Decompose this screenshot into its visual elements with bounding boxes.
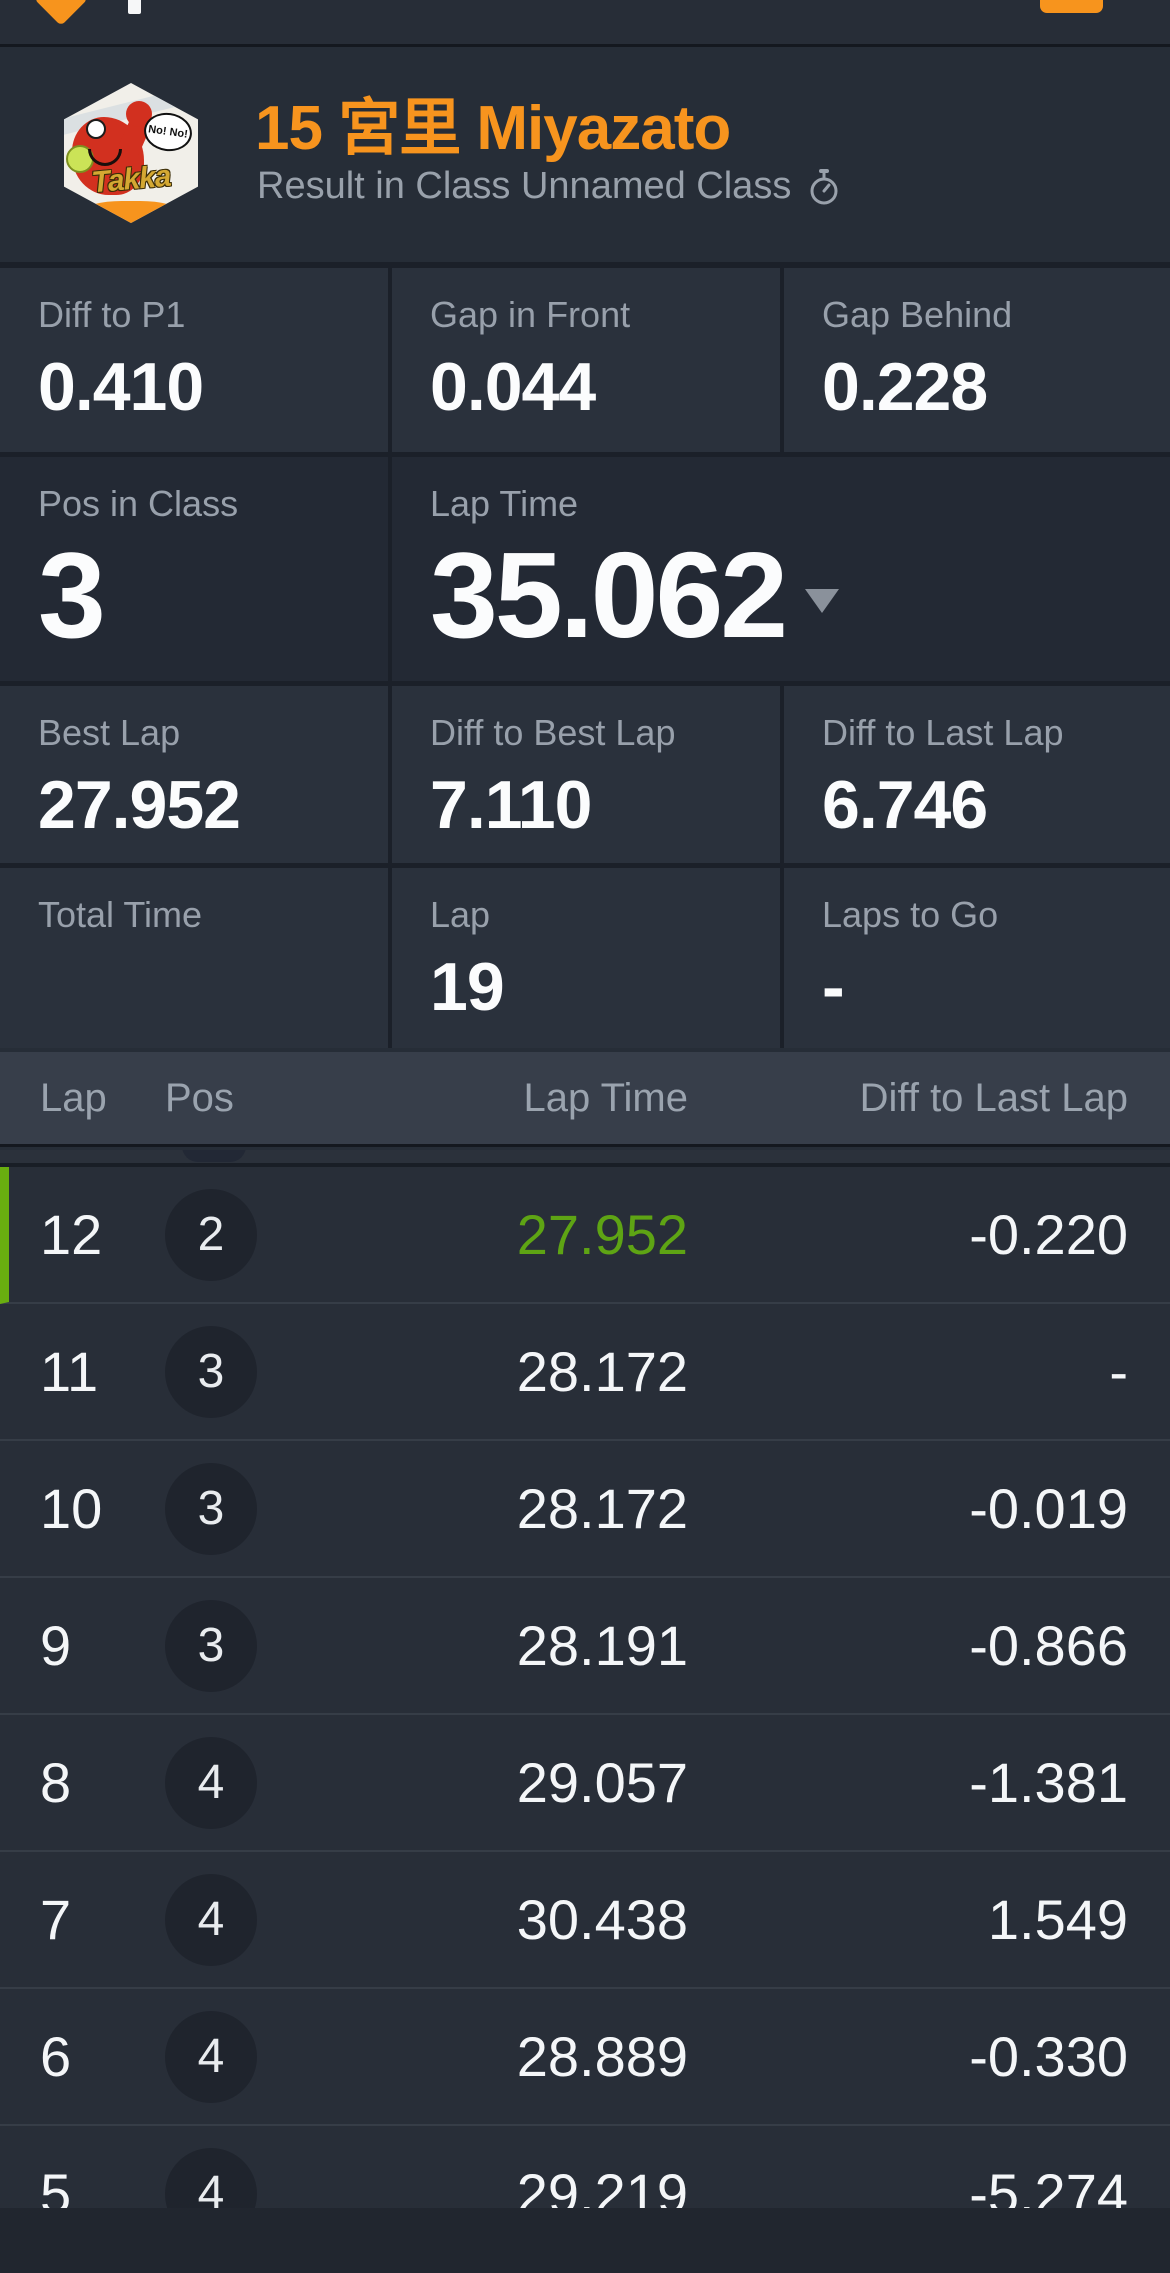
stat-label: Total Time <box>38 894 203 935</box>
lap-time-value: 29.057 <box>516 1751 688 1814</box>
session-stats-grid: Diff to P1 0.410 Gap in Front 0.044 Gap … <box>0 262 1170 1048</box>
driver-avatar: No! No! Takka <box>64 83 198 223</box>
lap-row[interactable]: 9 3 28.191 -0.866 <box>0 1578 1170 1715</box>
stat-cell-gap-in-front: Gap in Front 0.044 <box>392 268 780 452</box>
stat-label: Lap Time <box>430 483 579 524</box>
lap-time-value: 28.889 <box>516 2025 688 2088</box>
stat-label: Pos in Class <box>38 483 239 524</box>
diff-value: 1.549 <box>987 1888 1128 1951</box>
back-arrow-icon[interactable] <box>34 0 88 26</box>
stat-value: 6.746 <box>822 767 988 843</box>
diff-value: -1.381 <box>969 1751 1128 1814</box>
avatar-character-eye <box>86 119 106 139</box>
stat-value: - <box>822 949 845 1025</box>
stat-value: 0.410 <box>38 349 204 425</box>
diff-value: - <box>1109 1340 1128 1403</box>
stat-value: 0.228 <box>822 349 988 425</box>
stat-value: 7.110 <box>430 767 592 843</box>
diff-value: -0.220 <box>969 1203 1128 1266</box>
position-badge: 2 <box>165 1188 257 1281</box>
lap-number: 10 <box>40 1477 103 1540</box>
stat-cell-gap-behind: Gap Behind 0.228 <box>784 268 1170 452</box>
lap-row-best[interactable]: 12 2 27.952 -0.220 <box>0 1167 1170 1304</box>
stat-cell-laps-to-go: Laps to Go - <box>784 868 1170 1048</box>
stat-label: Diff to Best Lap <box>430 712 676 753</box>
lap-number: 8 <box>40 1751 72 1814</box>
row-separator <box>0 1163 1170 1167</box>
stat-cell-pos-in-class: Pos in Class 3 <box>0 457 388 681</box>
top-navigation-bar <box>0 0 1170 47</box>
lap-row[interactable]: 8 4 29.057 -1.381 <box>0 1715 1170 1852</box>
column-header-lap-time: Lap Time <box>523 1075 688 1120</box>
diff-value: -0.019 <box>969 1477 1128 1540</box>
stat-cell-lap: Lap 19 <box>392 868 780 1048</box>
stat-cell-total-time: Total Time <box>0 868 388 1048</box>
column-header-diff-to-last-lap: Diff to Last Lap <box>859 1075 1128 1120</box>
bottom-bar <box>0 2208 1170 2273</box>
stat-cell-best-lap: Best Lap 27.952 <box>0 686 388 863</box>
stat-value-lap-time: 35.062 <box>430 527 788 663</box>
lap-number: 6 <box>40 2025 72 2088</box>
stat-cell-diff-to-best-lap: Diff to Best Lap 7.110 <box>392 686 780 863</box>
lap-time-value: 28.172 <box>516 1477 688 1540</box>
lap-time-value: 28.172 <box>516 1340 688 1403</box>
stat-value: 3 <box>38 527 106 663</box>
avatar-ball <box>66 145 94 173</box>
diff-value: -0.330 <box>969 2025 1128 2088</box>
column-header-pos: Pos <box>165 1075 234 1120</box>
partial-pos-badge <box>182 1150 246 1162</box>
position-badge: 4 <box>165 1736 257 1829</box>
driver-header: No! No! Takka 15 宮里 Miyazato Result in C… <box>0 47 1170 262</box>
stat-value: 0.044 <box>430 349 596 425</box>
stat-label: Gap Behind <box>822 294 1013 335</box>
lap-table-header: Lap Pos Lap Time Diff to Last Lap <box>0 1052 1170 1147</box>
partial-row-above <box>0 1150 1170 1163</box>
lap-time-value: 30.438 <box>516 1888 688 1951</box>
lap-row[interactable]: 11 3 28.172 - <box>0 1304 1170 1441</box>
position-badge: 4 <box>165 2010 257 2103</box>
driver-name-title: 15 宮里 Miyazato <box>255 94 731 163</box>
position-badge: 3 <box>165 1462 257 1555</box>
stat-label: Laps to Go <box>822 894 999 935</box>
stat-label: Diff to P1 <box>38 294 186 335</box>
column-header-lap: Lap <box>40 1075 107 1120</box>
stat-label: Diff to Last Lap <box>822 712 1064 753</box>
stat-label: Gap in Front <box>430 294 631 335</box>
lap-number: 9 <box>40 1614 72 1677</box>
stat-label: Best Lap <box>38 712 181 753</box>
diff-value: -0.866 <box>969 1614 1128 1677</box>
position-badge: 3 <box>165 1325 257 1418</box>
lap-table: 12 2 27.952 -0.220 11 3 28.172 - 10 3 28… <box>0 1167 1170 2263</box>
lap-row[interactable]: 10 3 28.172 -0.019 <box>0 1441 1170 1578</box>
menu-button[interactable] <box>1040 0 1103 13</box>
stat-value: 27.952 <box>38 767 241 843</box>
lap-time-value: 27.952 <box>516 1203 688 1266</box>
lap-time-value: 28.191 <box>516 1614 688 1677</box>
topbar-title-fragment <box>128 0 141 14</box>
lap-number: 7 <box>40 1888 72 1951</box>
result-in-class-subtitle: Result in Class Unnamed Class <box>257 165 792 207</box>
position-badge: 3 <box>165 1599 257 1692</box>
lap-number: 11 <box>40 1340 99 1403</box>
stat-cell-diff-to-last-lap: Diff to Last Lap 6.746 <box>784 686 1170 863</box>
position-badge: 4 <box>165 1873 257 1966</box>
stat-cell-diff-to-p1: Diff to P1 0.410 <box>0 268 388 452</box>
lap-row[interactable]: 7 4 30.438 1.549 <box>0 1852 1170 1989</box>
lap-number: 12 <box>40 1203 103 1266</box>
stat-label: Lap <box>430 894 491 935</box>
avatar-orange-wedge <box>84 201 178 223</box>
stat-cell-lap-time-selector[interactable]: Lap Time 35.062 ▼ <box>392 457 1170 681</box>
chevron-down-icon <box>805 589 840 614</box>
lap-row[interactable]: 6 4 28.889 -0.330 <box>0 1989 1170 2126</box>
stat-value: 19 <box>430 949 505 1025</box>
stopwatch-icon <box>810 168 838 204</box>
